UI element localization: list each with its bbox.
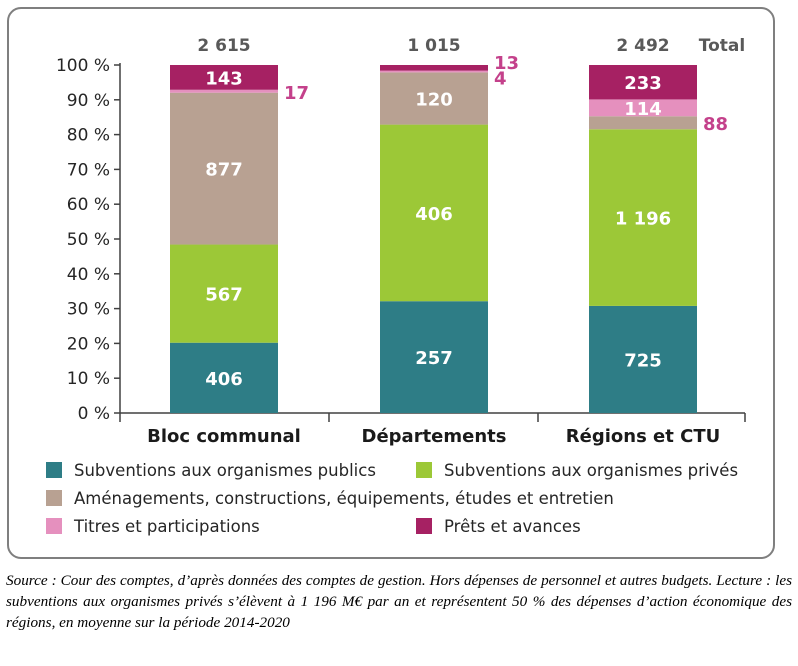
segment-value-label: 114 bbox=[624, 99, 662, 120]
bar-segment bbox=[170, 65, 278, 90]
bar-total-label: 2 615 bbox=[197, 36, 250, 56]
bar-segment bbox=[380, 301, 488, 413]
bar-segment bbox=[170, 342, 278, 413]
total-header: Total bbox=[699, 36, 745, 56]
y-tick-label: 0 % bbox=[78, 404, 110, 424]
bar-segment bbox=[589, 99, 697, 117]
y-tick-label: 90 % bbox=[67, 91, 110, 111]
legend-swatch bbox=[46, 462, 62, 478]
segment-value-label: 257 bbox=[415, 348, 453, 369]
y-tick-label: 50 % bbox=[67, 230, 110, 250]
bar-segment bbox=[380, 70, 488, 73]
legend-swatch bbox=[46, 518, 62, 534]
y-tick-label: 60 % bbox=[67, 195, 110, 215]
bar-segment bbox=[380, 65, 488, 71]
segment-value-label-outside: 4 bbox=[494, 68, 507, 89]
segment-value-label: 233 bbox=[624, 73, 662, 94]
segment-value-label: 406 bbox=[415, 204, 453, 225]
legend-swatch bbox=[416, 462, 432, 478]
bar-segment bbox=[589, 116, 697, 130]
y-tick-label: 20 % bbox=[67, 334, 110, 354]
legend-label: Titres et participations bbox=[73, 517, 260, 536]
segment-value-label: 1 196 bbox=[615, 209, 671, 230]
bar-segment bbox=[170, 244, 278, 343]
bar-segment bbox=[380, 72, 488, 125]
y-tick-label: 10 % bbox=[67, 369, 110, 389]
y-tick-label: 100 % bbox=[56, 56, 110, 76]
legend-label: Prêts et avances bbox=[444, 517, 581, 536]
segment-value-label: 567 bbox=[205, 285, 243, 306]
segment-value-label: 406 bbox=[205, 369, 243, 390]
x-category-label: Bloc communal bbox=[147, 426, 301, 447]
y-tick-label: 70 % bbox=[67, 160, 110, 180]
bar-segment bbox=[589, 129, 697, 306]
segment-value-label: 120 bbox=[415, 89, 453, 110]
segment-value-label: 877 bbox=[205, 160, 243, 181]
bar-segment bbox=[170, 92, 278, 245]
bar-segment bbox=[170, 89, 278, 93]
bar-segment bbox=[589, 65, 697, 100]
x-category-label: Départements bbox=[362, 426, 507, 447]
legend-label: Aménagements, constructions, équipements… bbox=[74, 489, 614, 508]
y-tick-label: 80 % bbox=[67, 126, 110, 146]
stacked-bar-chart: 0 % 10 % 20 % 30 % 40 % 50 % 60 % 70 % 80 % 90 % 1… bbox=[46, 36, 746, 536]
x-category-label: Régions et CTU bbox=[566, 426, 720, 447]
segment-value-label-outside: 13 bbox=[494, 53, 519, 74]
y-tick-label: 30 % bbox=[67, 300, 110, 320]
segment-value-label: 143 bbox=[205, 68, 243, 89]
legend-swatch bbox=[416, 518, 432, 534]
y-tick-label: 40 % bbox=[67, 265, 110, 285]
bar-segment bbox=[589, 305, 697, 413]
legend-label: Subventions aux organismes publics bbox=[74, 461, 376, 480]
legend-label: Subventions aux organismes privés bbox=[444, 461, 738, 480]
bar-segment bbox=[380, 124, 488, 302]
legend-swatch bbox=[46, 490, 62, 506]
segment-value-label: 725 bbox=[624, 350, 662, 371]
source-note: Source : Cour des comptes, d’après donné… bbox=[6, 572, 792, 631]
bar-total-label: 2 492 bbox=[616, 36, 669, 56]
segment-value-label-outside: 88 bbox=[703, 114, 728, 135]
bar-total-label: 1 015 bbox=[407, 36, 460, 56]
segment-value-label-outside: 17 bbox=[284, 83, 309, 104]
